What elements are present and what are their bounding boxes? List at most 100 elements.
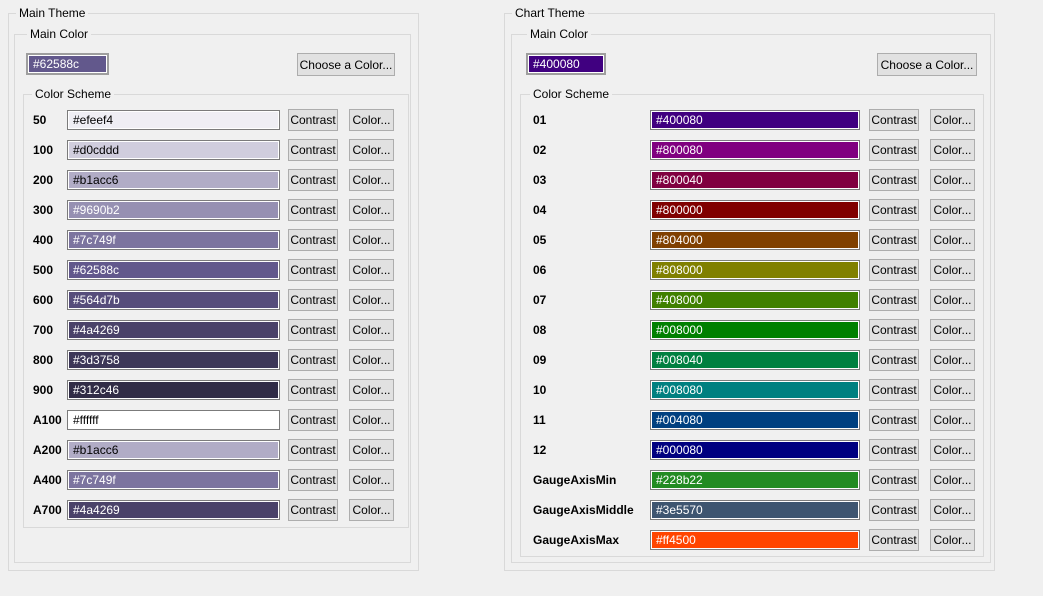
color-swatch-field[interactable]: #9690b2 bbox=[67, 200, 280, 220]
color-swatch-field[interactable]: #804000 bbox=[650, 230, 860, 250]
color-button[interactable]: Color... bbox=[349, 499, 394, 521]
color-button[interactable]: Color... bbox=[349, 439, 394, 461]
color-swatch-field[interactable]: #004080 bbox=[650, 410, 860, 430]
color-button[interactable]: Color... bbox=[349, 229, 394, 251]
contrast-button[interactable]: Contrast bbox=[288, 409, 338, 431]
color-button[interactable]: Color... bbox=[930, 319, 975, 341]
choose-color-button[interactable]: Choose a Color... bbox=[297, 53, 395, 76]
color-button[interactable]: Color... bbox=[349, 259, 394, 281]
color-swatch-field[interactable]: #008040 bbox=[650, 350, 860, 370]
row-label: 03 bbox=[533, 173, 650, 187]
contrast-button[interactable]: Contrast bbox=[869, 139, 919, 161]
color-button[interactable]: Color... bbox=[930, 109, 975, 131]
contrast-button[interactable]: Contrast bbox=[288, 469, 338, 491]
color-scheme-row: 300 #9690b2 Contrast Color... bbox=[24, 195, 408, 225]
contrast-button[interactable]: Contrast bbox=[288, 139, 338, 161]
color-button[interactable]: Color... bbox=[930, 469, 975, 491]
color-swatch-field[interactable]: #d0cddd bbox=[67, 140, 280, 160]
color-button[interactable]: Color... bbox=[349, 349, 394, 371]
contrast-button[interactable]: Contrast bbox=[869, 349, 919, 371]
contrast-button[interactable]: Contrast bbox=[869, 319, 919, 341]
color-button[interactable]: Color... bbox=[349, 289, 394, 311]
contrast-button[interactable]: Contrast bbox=[869, 229, 919, 251]
contrast-button[interactable]: Contrast bbox=[288, 439, 338, 461]
color-swatch-field[interactable]: #400080 bbox=[650, 110, 860, 130]
color-button[interactable]: Color... bbox=[349, 109, 394, 131]
contrast-button[interactable]: Contrast bbox=[869, 289, 919, 311]
color-swatch-field[interactable]: #ffffff bbox=[67, 410, 280, 430]
color-button[interactable]: Color... bbox=[930, 529, 975, 551]
color-swatch-field[interactable]: #800080 bbox=[650, 140, 860, 160]
color-swatch-field[interactable]: #564d7b bbox=[67, 290, 280, 310]
color-swatch-field[interactable]: #b1acc6 bbox=[67, 440, 280, 460]
contrast-button[interactable]: Contrast bbox=[869, 439, 919, 461]
contrast-button[interactable]: Contrast bbox=[288, 229, 338, 251]
color-button[interactable]: Color... bbox=[930, 229, 975, 251]
contrast-button[interactable]: Contrast bbox=[869, 379, 919, 401]
contrast-button[interactable]: Contrast bbox=[288, 349, 338, 371]
color-swatch-field[interactable]: #efeef4 bbox=[67, 110, 280, 130]
choose-color-button[interactable]: Choose a Color... bbox=[877, 53, 977, 76]
color-button[interactable]: Color... bbox=[930, 169, 975, 191]
color-swatch-field[interactable]: #4a4269 bbox=[67, 320, 280, 340]
main-color-swatch[interactable]: #62588c bbox=[26, 53, 109, 75]
color-button[interactable]: Color... bbox=[349, 319, 394, 341]
color-swatch-field[interactable]: #4a4269 bbox=[67, 500, 280, 520]
color-button[interactable]: Color... bbox=[930, 139, 975, 161]
row-label: 10 bbox=[533, 383, 650, 397]
color-button[interactable]: Color... bbox=[349, 469, 394, 491]
color-button[interactable]: Color... bbox=[930, 379, 975, 401]
color-swatch-field[interactable]: #ff4500 bbox=[650, 530, 860, 550]
main-color-swatch[interactable]: #400080 bbox=[526, 53, 606, 75]
color-button[interactable]: Color... bbox=[930, 349, 975, 371]
contrast-button[interactable]: Contrast bbox=[288, 499, 338, 521]
color-swatch-field[interactable]: #7c749f bbox=[67, 230, 280, 250]
contrast-button[interactable]: Contrast bbox=[288, 319, 338, 341]
color-swatch-field[interactable]: #800000 bbox=[650, 200, 860, 220]
color-button[interactable]: Color... bbox=[930, 409, 975, 431]
main-theme-groupbox: Main Theme Main Color #62588c Choose a C… bbox=[8, 13, 419, 571]
color-button[interactable]: Color... bbox=[930, 199, 975, 221]
contrast-button[interactable]: Contrast bbox=[869, 469, 919, 491]
color-swatch-field[interactable]: #408000 bbox=[650, 290, 860, 310]
contrast-button[interactable]: Contrast bbox=[869, 109, 919, 131]
color-swatch-field[interactable]: #800040 bbox=[650, 170, 860, 190]
color-button[interactable]: Color... bbox=[349, 379, 394, 401]
row-label: 04 bbox=[533, 203, 650, 217]
contrast-button[interactable]: Contrast bbox=[869, 409, 919, 431]
color-swatch-field[interactable]: #008080 bbox=[650, 380, 860, 400]
color-button[interactable]: Color... bbox=[930, 289, 975, 311]
row-label: A200 bbox=[33, 443, 67, 457]
color-button[interactable]: Color... bbox=[349, 409, 394, 431]
color-swatch-field[interactable]: #312c46 bbox=[67, 380, 280, 400]
color-swatch-field[interactable]: #000080 bbox=[650, 440, 860, 460]
contrast-button[interactable]: Contrast bbox=[288, 199, 338, 221]
color-scheme-row: 09 #008040 Contrast Color... bbox=[521, 345, 983, 375]
color-button[interactable]: Color... bbox=[349, 139, 394, 161]
color-swatch-field[interactable]: #228b22 bbox=[650, 470, 860, 490]
color-swatch-field[interactable]: #3d3758 bbox=[67, 350, 280, 370]
contrast-button[interactable]: Contrast bbox=[288, 169, 338, 191]
color-swatch-field[interactable]: #b1acc6 bbox=[67, 170, 280, 190]
contrast-button[interactable]: Contrast bbox=[288, 289, 338, 311]
color-swatch-field[interactable]: #808000 bbox=[650, 260, 860, 280]
contrast-button[interactable]: Contrast bbox=[869, 259, 919, 281]
contrast-button[interactable]: Contrast bbox=[288, 259, 338, 281]
contrast-button[interactable]: Contrast bbox=[869, 199, 919, 221]
color-button[interactable]: Color... bbox=[349, 199, 394, 221]
color-swatch-field[interactable]: #7c749f bbox=[67, 470, 280, 490]
row-label: A100 bbox=[33, 413, 67, 427]
color-button[interactable]: Color... bbox=[930, 439, 975, 461]
contrast-button[interactable]: Contrast bbox=[288, 379, 338, 401]
color-button[interactable]: Color... bbox=[349, 169, 394, 191]
color-button[interactable]: Color... bbox=[930, 259, 975, 281]
color-swatch-field[interactable]: #3e5570 bbox=[650, 500, 860, 520]
contrast-button[interactable]: Contrast bbox=[869, 169, 919, 191]
color-swatch-field[interactable]: #62588c bbox=[67, 260, 280, 280]
contrast-button[interactable]: Contrast bbox=[869, 529, 919, 551]
color-swatch-field[interactable]: #008000 bbox=[650, 320, 860, 340]
row-label: GaugeAxisMiddle bbox=[533, 503, 650, 517]
contrast-button[interactable]: Contrast bbox=[869, 499, 919, 521]
contrast-button[interactable]: Contrast bbox=[288, 109, 338, 131]
color-button[interactable]: Color... bbox=[930, 499, 975, 521]
